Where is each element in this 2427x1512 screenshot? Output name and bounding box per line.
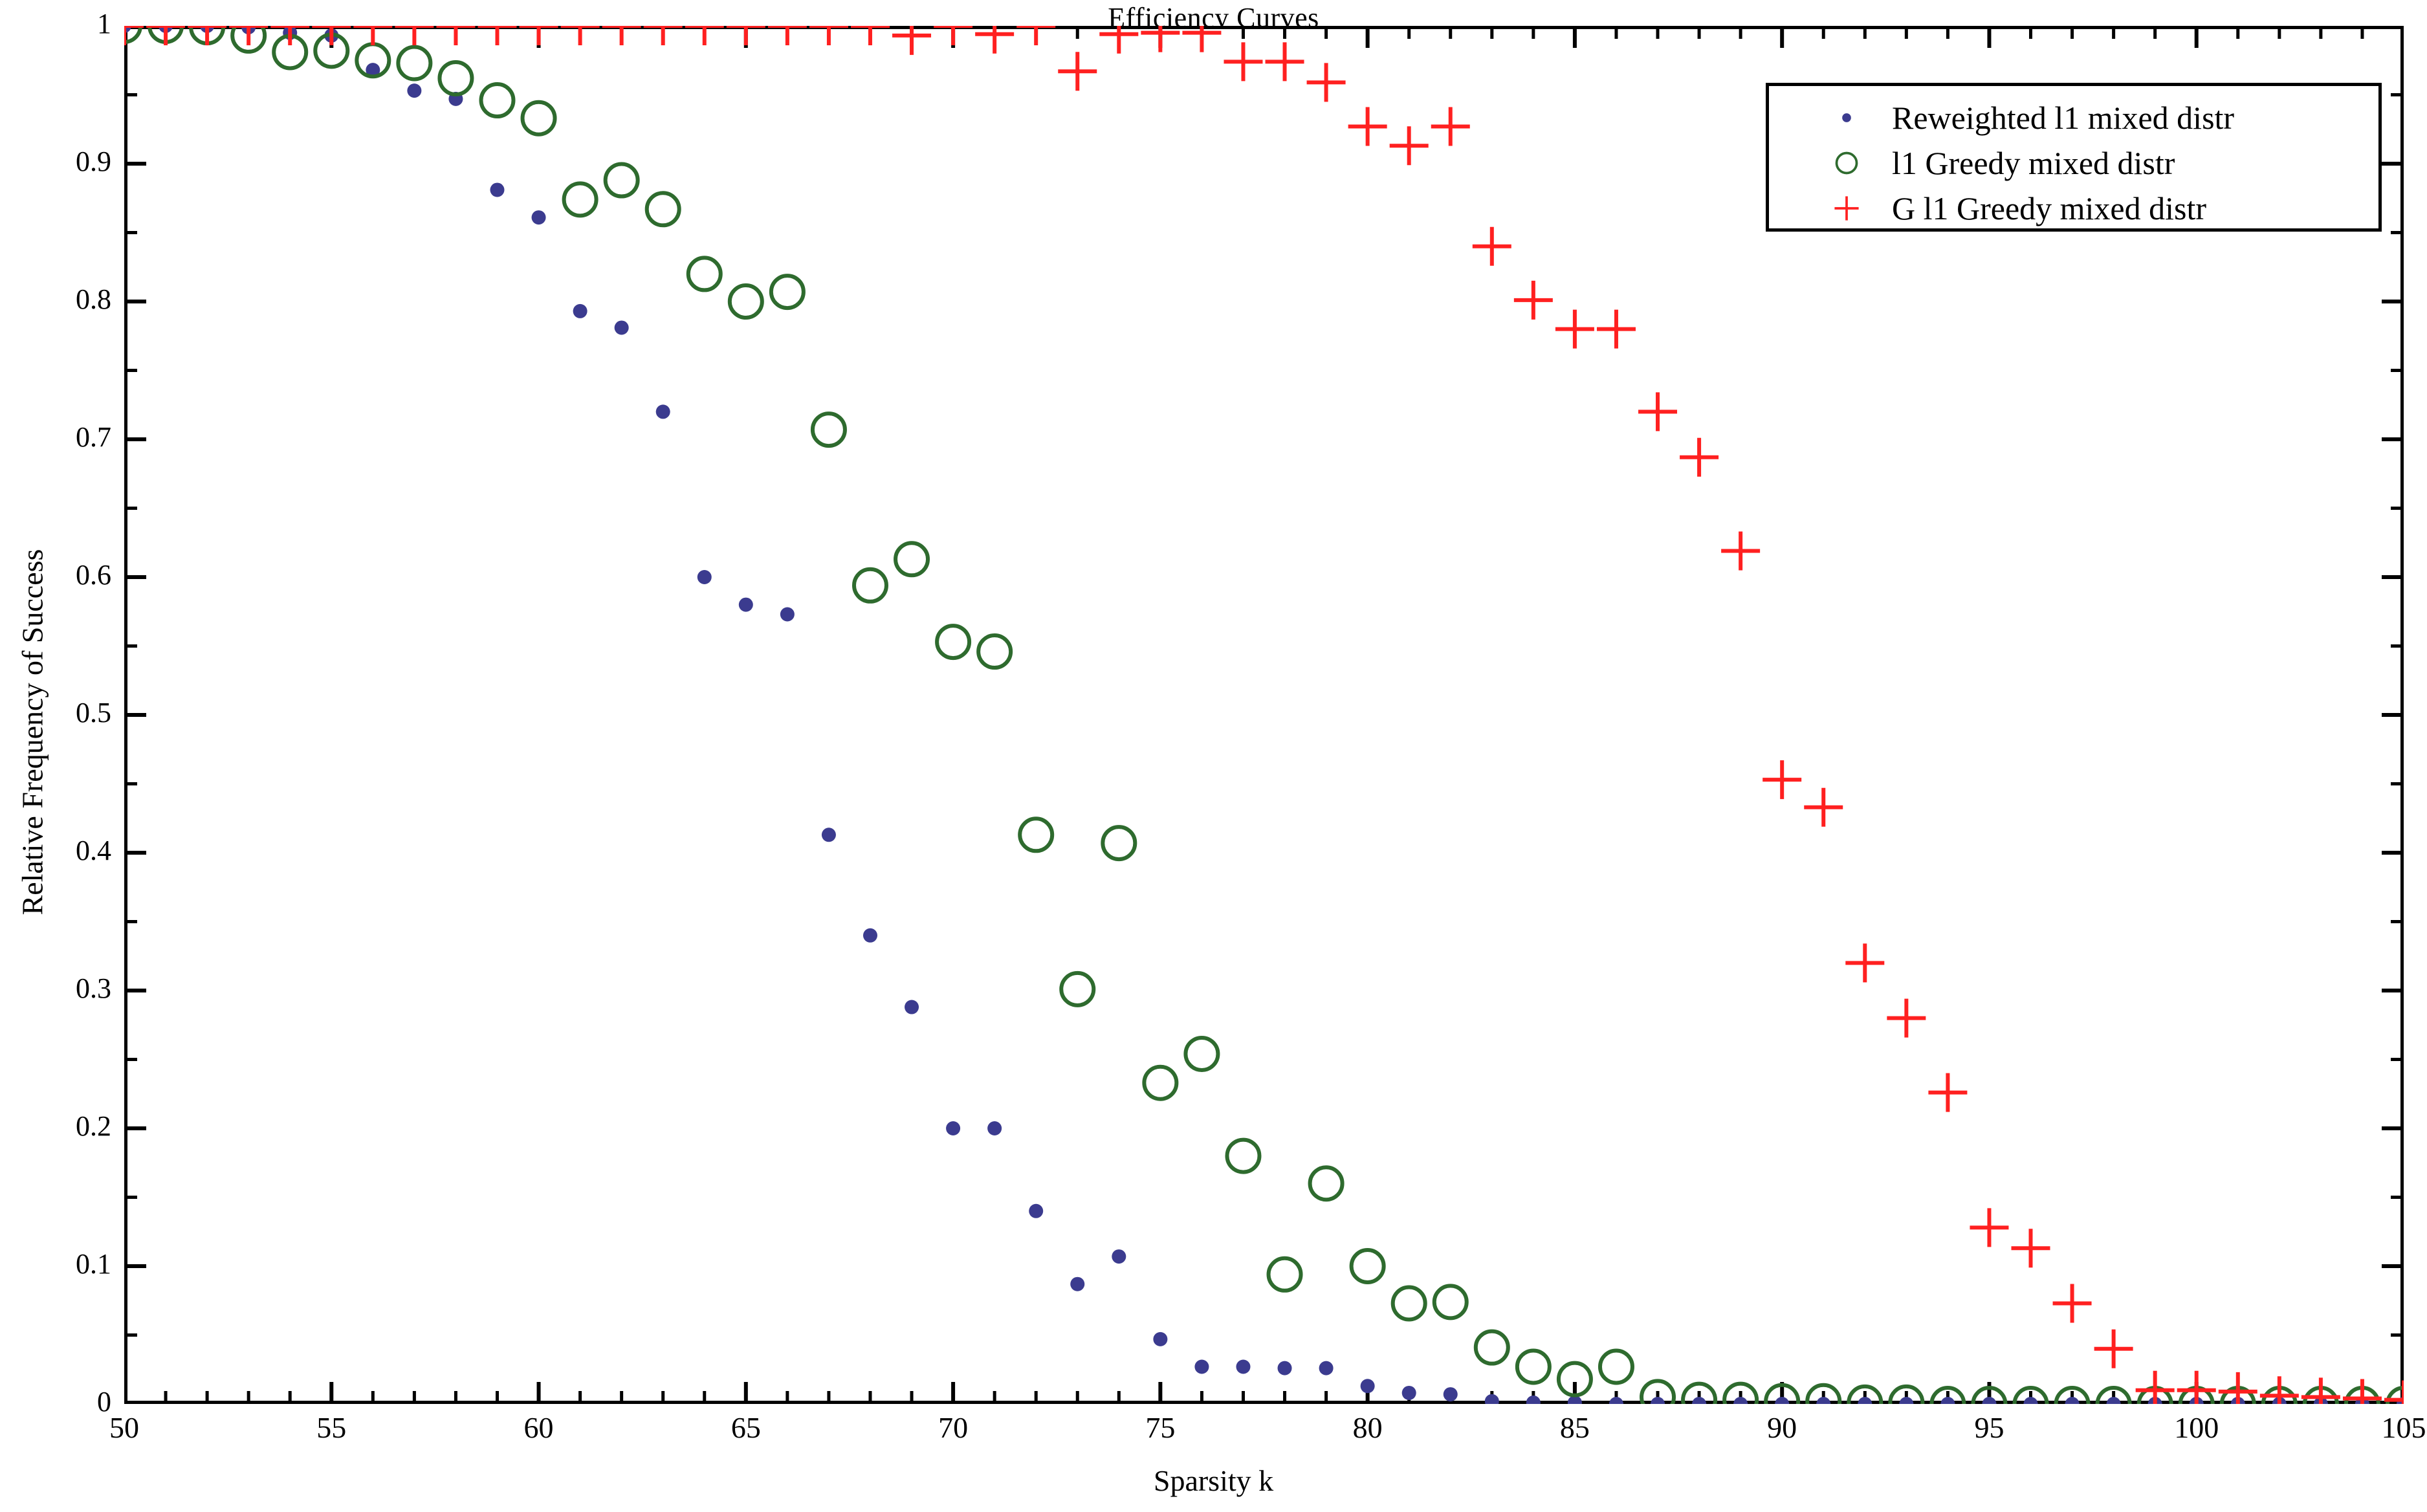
- y-tick-label: 0.3: [76, 972, 111, 1004]
- y-tick-label: 0.5: [76, 697, 111, 729]
- x-tick-label: 70: [938, 1411, 969, 1444]
- y-tick-label: 0.4: [76, 835, 111, 866]
- y-tick-label: 0.7: [76, 421, 111, 453]
- y-tick-label: 0: [97, 1386, 111, 1418]
- y-tick-label: 0.6: [76, 559, 111, 591]
- series-plus: [124, 26, 2404, 1404]
- legend-box: Reweighted l1 mixed distr l1 Greedy mixed…: [1766, 83, 2382, 232]
- x-tick-label: 100: [2174, 1411, 2219, 1444]
- legend-item[interactable]: l1 Greedy mixed distr: [1769, 140, 2385, 186]
- plot-canvas: [124, 26, 2404, 1404]
- x-tick-label: 55: [316, 1411, 347, 1444]
- plot-frame: [124, 26, 2404, 1404]
- x-tick-label: 50: [109, 1411, 139, 1444]
- y-tick-label: 1: [97, 8, 111, 39]
- series-dot: [124, 26, 2404, 1404]
- series-circle: [124, 26, 2404, 1404]
- y-tick-label: 0.2: [76, 1110, 111, 1142]
- x-tick-label: 75: [1145, 1411, 1176, 1444]
- y-tick-label: 0.9: [76, 146, 111, 177]
- legend-marker-plus: [1808, 186, 1885, 231]
- x-tick-label: 60: [523, 1411, 554, 1444]
- y-tick-label: 0.1: [76, 1248, 111, 1280]
- legend-item[interactable]: Reweighted l1 mixed distr: [1769, 95, 2385, 140]
- x-axis-label: Sparsity k: [1153, 1464, 1274, 1497]
- data-points-layer: [124, 26, 2404, 1404]
- x-tick-label: 90: [1767, 1411, 1797, 1444]
- legend-label: l1 Greedy mixed distr: [1892, 145, 2175, 181]
- legend-label: Reweighted l1 mixed distr: [1892, 100, 2235, 136]
- x-tick-label: 80: [1352, 1411, 1383, 1444]
- legend-item[interactable]: G l1 Greedy mixed distr: [1769, 186, 2385, 231]
- legend-label: G l1 Greedy mixed distr: [1892, 190, 2207, 226]
- x-tick-label: 105: [2381, 1411, 2426, 1444]
- y-tick-label: 0.8: [76, 283, 111, 315]
- x-tick-label: 65: [730, 1411, 761, 1444]
- x-tick-label: 85: [1559, 1411, 1590, 1444]
- legend-marker-circle: [1808, 140, 1885, 186]
- x-tick-label: 95: [1974, 1411, 2004, 1444]
- axis-ticks: [124, 26, 2404, 1404]
- legend-marker-dot: [1808, 95, 1885, 140]
